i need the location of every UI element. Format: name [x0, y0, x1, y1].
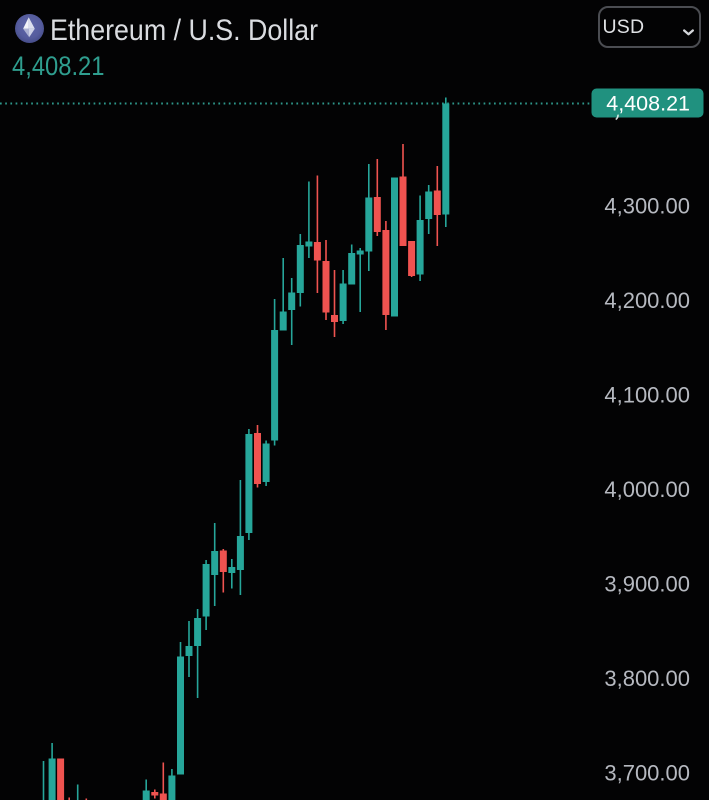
svg-text:4,000.00: 4,000.00 — [604, 477, 690, 502]
svg-text:3,800.00: 3,800.00 — [604, 666, 690, 691]
svg-text:3,900.00: 3,900.00 — [604, 572, 690, 597]
svg-text:3,700.00: 3,700.00 — [604, 761, 690, 786]
svg-text:4,100.00: 4,100.00 — [604, 383, 690, 408]
svg-text:4,300.00: 4,300.00 — [604, 193, 690, 218]
svg-text:4,200.00: 4,200.00 — [604, 288, 690, 313]
svg-text:4,408.21: 4,408.21 — [606, 92, 690, 116]
